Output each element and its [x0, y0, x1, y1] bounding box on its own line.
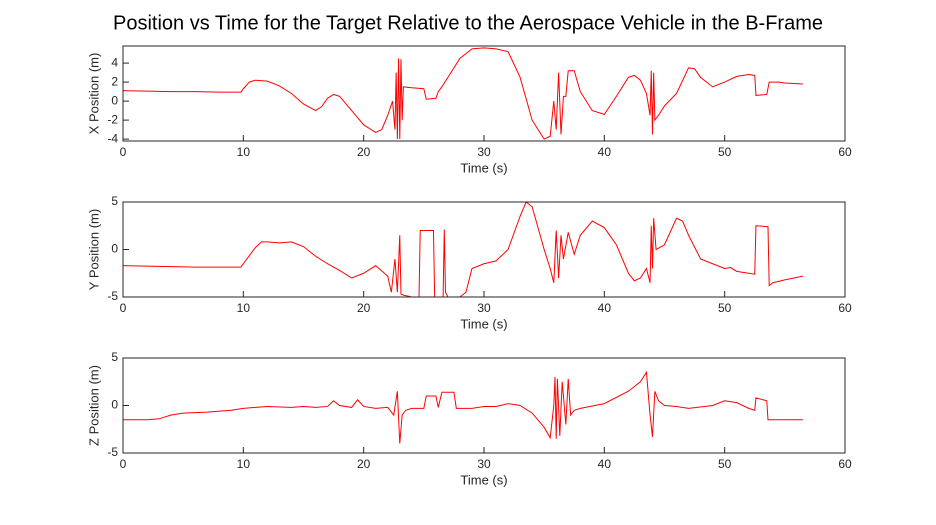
figure-title: Position vs Time for the Target Relative…: [113, 12, 823, 34]
plot-area: [123, 202, 803, 297]
x-tick-label: 0: [120, 145, 127, 159]
y-tick-label: 5: [111, 194, 118, 208]
x-tick-label: 50: [718, 301, 732, 315]
x-axis-label: Time (s): [460, 316, 507, 331]
x-tick-label: 40: [598, 457, 612, 471]
plot-area: [123, 370, 803, 444]
y-tick-label: 4: [111, 55, 118, 69]
x-tick-label: 60: [838, 145, 852, 159]
x-tick-label: 50: [718, 145, 732, 159]
x-tick-label: 60: [838, 457, 852, 471]
x-tick-label: 20: [357, 457, 371, 471]
axes-box: [122, 201, 846, 298]
axes-box: [122, 45, 846, 142]
y-axis-label: X Position (m): [86, 53, 101, 135]
x-tick-label: 60: [838, 301, 852, 315]
axes-background: [123, 46, 845, 141]
y-tick-label: 0: [111, 93, 118, 107]
y-axis-label: Z Position (m): [86, 365, 101, 446]
y-tick-label: -5: [107, 445, 118, 459]
plot-area: [123, 47, 803, 140]
x-tick-label: 0: [120, 457, 127, 471]
data-line: [123, 370, 803, 444]
y-tick-label: -2: [107, 112, 118, 126]
y-tick-label: 0: [111, 398, 118, 412]
axes-background: [123, 358, 845, 453]
x-tick-label: 40: [598, 301, 612, 315]
axes-box: [122, 357, 846, 454]
x-axis-label: Time (s): [460, 160, 507, 175]
x-tick-label: 10: [237, 145, 251, 159]
x-tick-label: 30: [477, 457, 491, 471]
y-tick-label: 0: [111, 242, 118, 256]
data-line: [123, 47, 803, 140]
x-tick-label: 30: [477, 301, 491, 315]
y-tick-label: 2: [111, 74, 118, 88]
y-tick-label: -4: [107, 131, 118, 145]
x-tick-label: 40: [598, 145, 612, 159]
data-line: [123, 202, 803, 297]
y-tick-label: 5: [111, 350, 118, 364]
x-tick-label: 20: [357, 145, 371, 159]
x-tick-label: 0: [120, 301, 127, 315]
axes-background: [123, 202, 845, 297]
y-axis-label: Y Position (m): [86, 209, 101, 290]
x-tick-label: 20: [357, 301, 371, 315]
x-axis-label: Time (s): [460, 472, 507, 487]
x-tick-label: 30: [477, 145, 491, 159]
x-tick-label: 50: [718, 457, 732, 471]
x-tick-label: 10: [237, 457, 251, 471]
x-tick-label: 10: [237, 301, 251, 315]
y-tick-label: -5: [107, 289, 118, 303]
